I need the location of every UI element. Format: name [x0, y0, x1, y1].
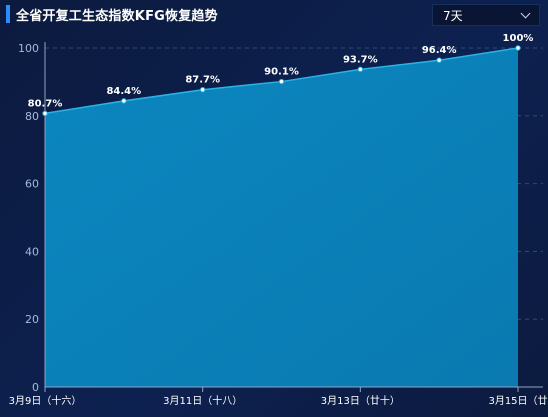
x-tick-label: 3月15日（廿 — [488, 395, 547, 407]
y-axis-ticks: 0 20 40 60 80 100 — [18, 42, 39, 394]
panel-header: 全省开复工生态指数KFG恢复趋势 — [0, 0, 218, 28]
data-label: 100% — [503, 33, 534, 44]
data-labels: 80.7% 84.4% 87.7% 90.1% 93.7% 96.4% 100% — [28, 33, 534, 109]
data-label: 84.4% — [106, 86, 141, 97]
data-point — [436, 57, 442, 63]
x-tick-label: 3月9日（十六） — [9, 394, 82, 407]
data-point — [278, 78, 285, 85]
y-tick-label: 20 — [25, 313, 39, 326]
data-label: 87.7% — [185, 75, 220, 86]
data-point — [199, 86, 206, 93]
x-tick-label: 3月11日（十八） — [163, 394, 242, 407]
y-tick-label: 100 — [18, 42, 39, 55]
axes — [44, 42, 543, 392]
data-points — [42, 45, 521, 117]
time-range-value: 7天 — [443, 8, 463, 23]
x-tick-label: 3月13日（廿十） — [321, 394, 400, 407]
data-point — [42, 110, 48, 117]
data-point — [357, 66, 364, 73]
data-label: 93.7% — [343, 54, 378, 65]
series-area-fill — [45, 48, 518, 387]
data-label: 96.4% — [422, 45, 457, 56]
panel-title: 全省开复工生态指数KFG恢复趋势 — [16, 8, 218, 24]
data-point — [121, 98, 127, 104]
x-axis-ticks: 3月9日（十六） 3月11日（十八） 3月13日（廿十） 3月15日（廿 — [9, 394, 548, 407]
title-accent-bar — [6, 5, 10, 23]
data-label: 80.7% — [28, 98, 63, 109]
y-tick-label: 0 — [32, 381, 39, 394]
data-label: 90.1% — [264, 67, 299, 78]
time-range-select[interactable]: 7天 — [432, 4, 540, 26]
y-tick-label: 40 — [25, 245, 39, 258]
data-point — [515, 45, 521, 51]
y-tick-label: 80 — [25, 110, 39, 123]
y-tick-label: 60 — [25, 178, 39, 191]
series-area — [44, 47, 519, 387]
